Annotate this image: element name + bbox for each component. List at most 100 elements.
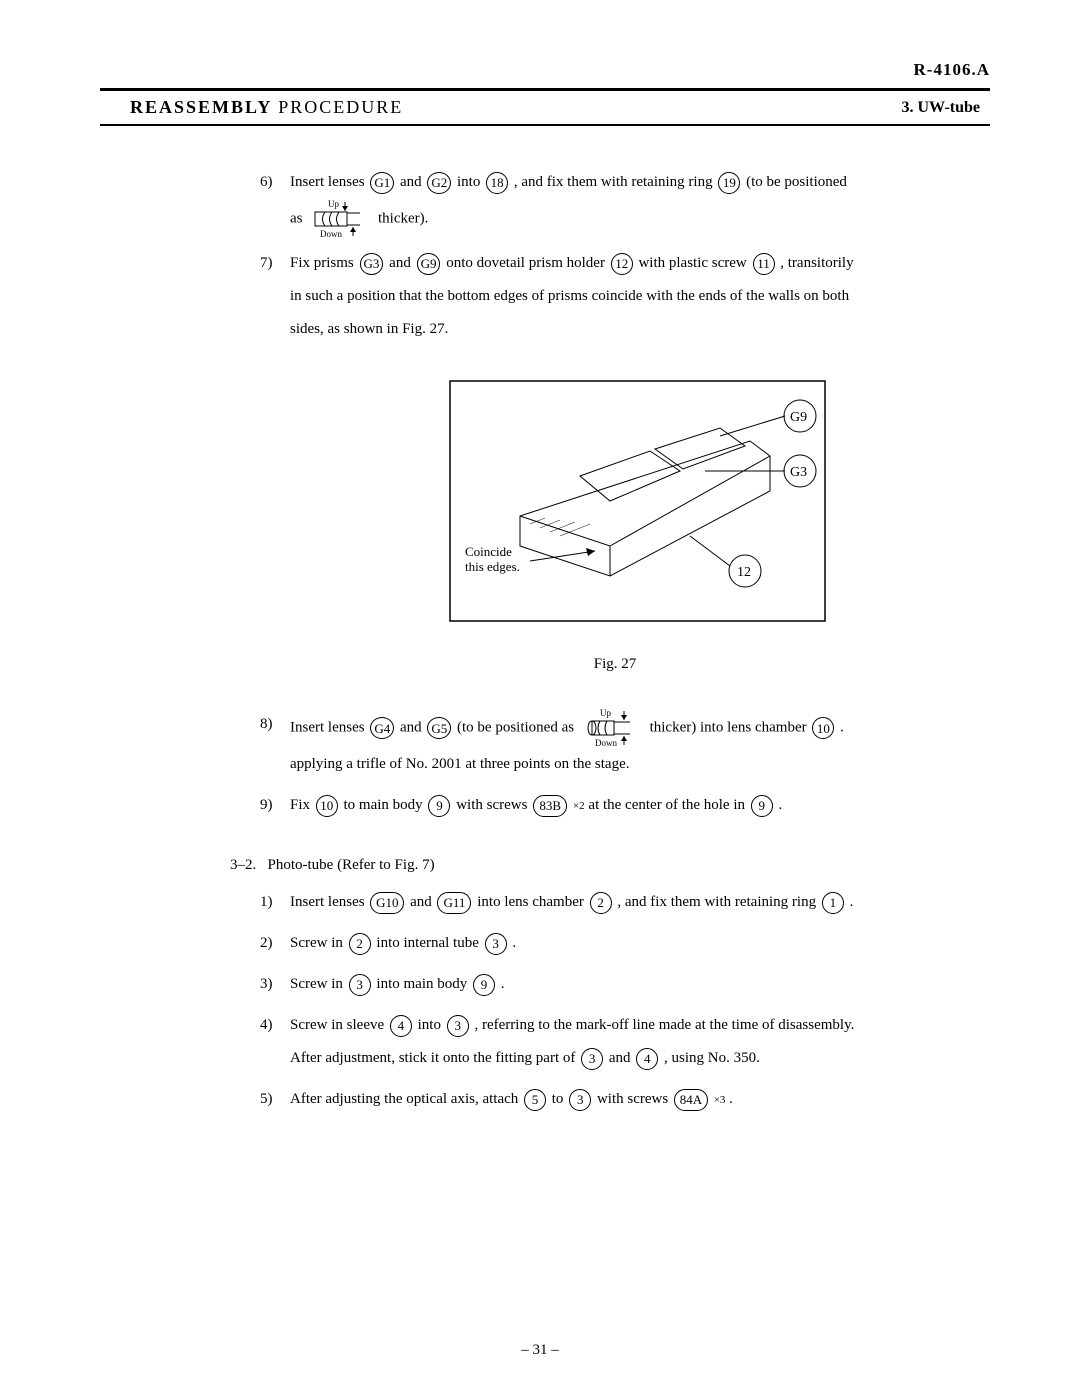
ref-10b: 10: [316, 795, 338, 817]
step-c5: 5) After adjusting the optical axis, att…: [260, 1083, 970, 1116]
step-num: 4): [260, 1009, 290, 1075]
text: , and fix them with retaining ring: [514, 174, 713, 190]
step-body: Insert lenses G4 and G5 (to be positione…: [290, 708, 970, 781]
step-num: 3): [260, 968, 290, 1001]
text: .: [840, 719, 844, 735]
step-9: 9) Fix 10 to main body 9 with screws 83B…: [260, 789, 970, 822]
text: with screws: [456, 797, 527, 813]
text: into: [418, 1017, 441, 1033]
step-num: 1): [260, 886, 290, 919]
text: onto dovetail prism holder: [446, 255, 605, 271]
step-body: Screw in sleeve 4 into 3 , referring to …: [290, 1009, 970, 1075]
page-number: – 31 –: [521, 1342, 559, 1359]
step-num: 2): [260, 927, 290, 960]
text: Insert lenses: [290, 719, 365, 735]
title-bold: REASSEMBLY: [130, 97, 272, 117]
step-c3: 3) Screw in 3 into main body 9 .: [260, 968, 970, 1001]
step-body: Screw in 3 into main body 9 .: [290, 968, 970, 1001]
text: Screw in: [290, 976, 343, 992]
step-body: After adjusting the optical axis, attach…: [290, 1083, 970, 1116]
text: , transitorily: [780, 255, 853, 271]
ref-g10: G10: [370, 892, 404, 914]
fig-annot1: Coincide: [465, 544, 512, 559]
text: Insert lenses: [290, 174, 365, 190]
text: into internal tube: [376, 935, 478, 951]
text: , and fix them with retaining ring: [617, 894, 816, 910]
text: and: [609, 1050, 631, 1066]
text: .: [779, 797, 783, 813]
ref-g3: G3: [360, 253, 384, 275]
fig-label-g3: G3: [790, 465, 807, 480]
title-bar: REASSEMBLY PROCEDURE 3. UW-tube: [100, 88, 990, 126]
fig-label-12: 12: [737, 565, 751, 580]
text: .: [729, 1091, 733, 1107]
svg-text:Up: Up: [600, 708, 611, 718]
step-body: Insert lenses G10 and G11 into lens cham…: [290, 886, 970, 919]
ref-9: 9: [428, 795, 450, 817]
text: and: [389, 255, 411, 271]
text: into main body: [376, 976, 467, 992]
ref-9b: 9: [751, 795, 773, 817]
step-num: 6): [260, 166, 290, 239]
ref-g2: G2: [427, 172, 451, 194]
text: Fix: [290, 797, 310, 813]
ref-2b: 2: [349, 933, 371, 955]
text: .: [850, 894, 854, 910]
ref-3c: 3: [447, 1015, 469, 1037]
text: After adjusting the optical axis, attach: [290, 1091, 518, 1107]
ref-10: 10: [812, 717, 834, 739]
step-c1: 1) Insert lenses G10 and G11 into lens c…: [260, 886, 970, 919]
step-body: Fix 10 to main body 9 with screws 83B ×2…: [290, 789, 970, 822]
text: .: [501, 976, 505, 992]
up-label: Up: [328, 199, 339, 209]
down-label: Down: [320, 229, 342, 239]
ref-g1: G1: [370, 172, 394, 194]
ref-5: 5: [524, 1089, 546, 1111]
step-8: 8) Insert lenses G4 and G5 (to be positi…: [260, 708, 970, 781]
step-num: 9): [260, 789, 290, 822]
text: and: [410, 894, 432, 910]
ref-83b: 83B: [533, 795, 567, 817]
ref-12: 12: [611, 253, 633, 275]
text: in such a position that the bottom edges…: [290, 288, 849, 304]
ref-g9: G9: [417, 253, 441, 275]
ref-84a: 84A: [674, 1089, 708, 1111]
step-body: Fix prisms G3 and G9 onto dovetail prism…: [290, 247, 970, 346]
text: thicker).: [378, 210, 428, 226]
content: 6) Insert lenses G1 and G2 into 18 , and…: [100, 166, 990, 1116]
text: to: [552, 1091, 564, 1107]
step-body: Insert lenses G1 and G2 into 18 , and fi…: [290, 166, 970, 239]
ref-11: 11: [753, 253, 775, 275]
text: .: [512, 935, 516, 951]
step-7: 7) Fix prisms G3 and G9 onto dovetail pr…: [260, 247, 970, 346]
text: applying a trifle of No. 2001 at three p…: [290, 756, 630, 772]
svg-text:Down: Down: [595, 738, 617, 748]
ref-3d: 3: [581, 1048, 603, 1070]
text: , referring to the mark-off line made at…: [474, 1017, 854, 1033]
step-num: 8): [260, 708, 290, 781]
fig-caption: Fig. 27: [260, 656, 970, 673]
fig-label-g9: G9: [790, 410, 807, 425]
step-body: Screw in 2 into internal tube 3 .: [290, 927, 970, 960]
step-num: 5): [260, 1083, 290, 1116]
ref-3: 3: [485, 933, 507, 955]
text: with screws: [597, 1091, 668, 1107]
text: (to be positioned as: [457, 719, 574, 735]
ref-19: 19: [718, 172, 740, 194]
text: Insert lenses: [290, 894, 365, 910]
ref-18: 18: [486, 172, 508, 194]
text: to main body: [344, 797, 423, 813]
ref-1: 1: [822, 892, 844, 914]
ref-3b: 3: [349, 974, 371, 996]
x2: ×2: [573, 800, 585, 812]
text: thicker) into lens chamber: [650, 719, 807, 735]
title-light: PROCEDURE: [278, 97, 403, 117]
text: and: [400, 719, 422, 735]
title-left: REASSEMBLY PROCEDURE: [100, 97, 403, 118]
text: After adjustment, stick it onto the fitt…: [290, 1050, 575, 1066]
text: Fix prisms: [290, 255, 354, 271]
title-right: 3. UW-tube: [901, 99, 990, 117]
fig-annot2: this edges.: [465, 559, 520, 574]
doc-id: R-4106.A: [100, 60, 990, 80]
section-num: 3–2.: [230, 857, 256, 873]
